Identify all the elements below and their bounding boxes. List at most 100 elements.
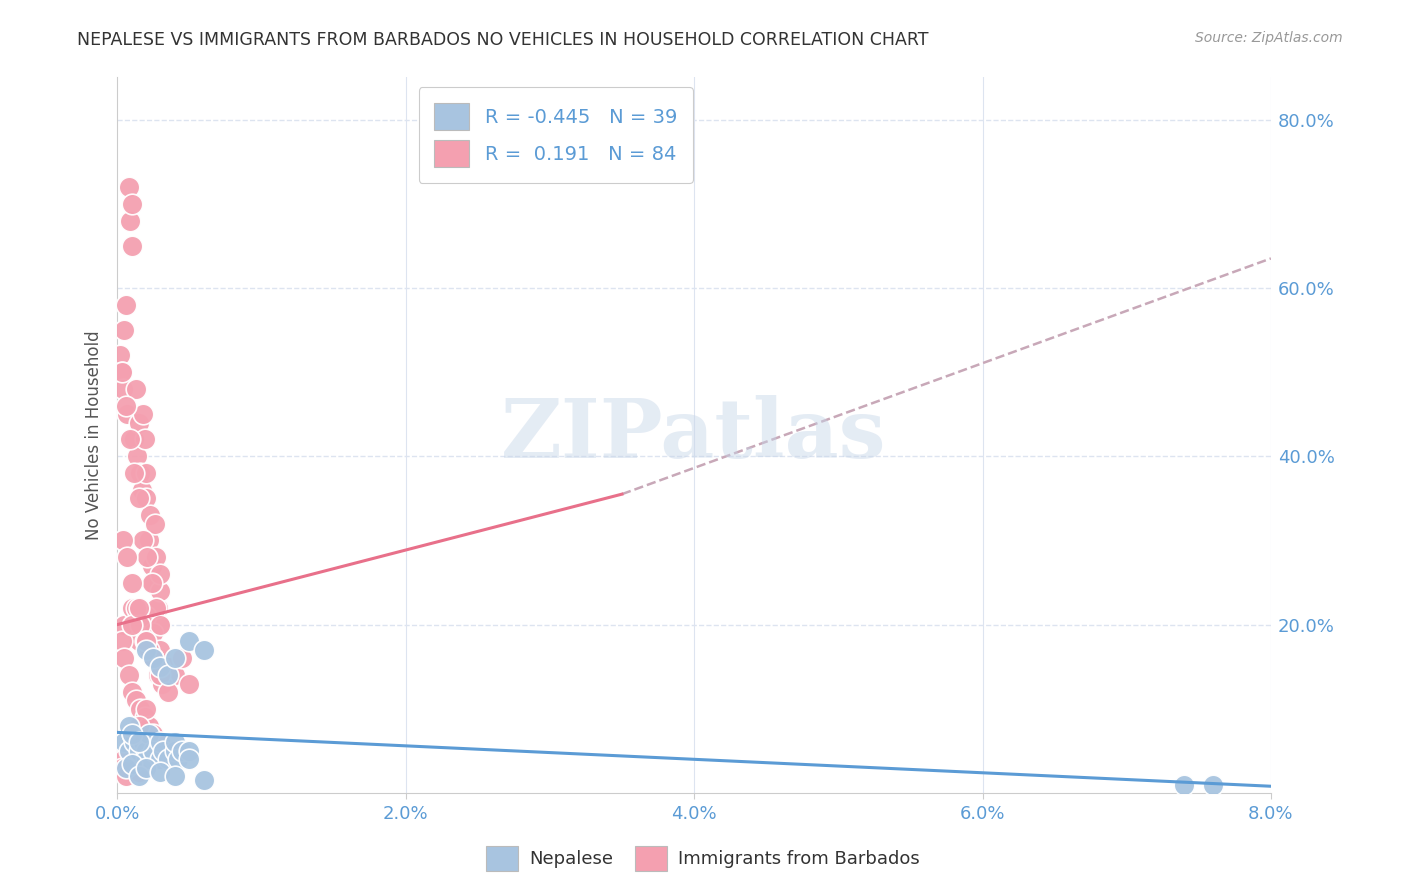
Point [149,583,172,598]
Point [149,752,172,766]
Text: Source: ZipAtlas.com: Source: ZipAtlas.com [1195,31,1343,45]
Point [156,685,179,699]
Point [128,718,150,732]
Point [135,761,157,775]
Point [121,735,143,749]
Point [121,575,143,590]
Point [121,196,143,211]
Point [118,180,141,194]
Text: ZIPatlas: ZIPatlas [502,395,887,475]
Legend: R = -0.445   N = 39, R =  0.191   N = 84: R = -0.445 N = 39, R = 0.191 N = 84 [419,87,693,183]
Point [112,617,135,632]
Point [134,710,156,724]
Point [193,773,215,788]
Point [135,466,157,480]
Point [111,382,134,396]
Point [118,668,141,682]
Point [128,634,150,648]
Point [152,744,174,758]
Point [112,735,135,749]
Point [124,433,146,447]
Point [149,643,172,657]
Point [127,449,149,463]
Point [129,617,152,632]
Point [112,323,135,337]
Point [115,761,138,775]
Point [163,735,186,749]
Point [115,399,138,413]
Point [112,752,135,766]
Point [141,558,163,573]
Point [143,516,166,531]
Point [121,685,143,699]
Point [134,433,156,447]
Point [150,676,173,690]
Point [1173,778,1195,792]
Point [125,600,148,615]
Point [124,735,146,749]
Point [121,727,143,741]
Point [121,600,143,615]
Point [142,727,165,741]
Point [135,609,157,624]
Point [129,702,152,716]
Point [115,298,138,312]
Point [163,668,186,682]
Point [111,533,134,548]
Point [132,407,155,421]
Point [128,735,150,749]
Point [149,735,172,749]
Point [121,756,143,771]
Point [135,634,157,648]
Point [179,676,201,690]
Point [110,365,132,379]
Point [142,651,165,665]
Point [125,693,148,707]
Point [117,407,139,421]
Point [118,744,141,758]
Point [138,727,160,741]
Point [112,651,135,665]
Point [120,213,142,227]
Point [149,735,172,749]
Point [110,761,132,775]
Point [166,752,188,766]
Point [146,600,169,615]
Point [131,483,153,497]
Point [179,744,201,758]
Point [142,651,165,665]
Y-axis label: No Vehicles in Household: No Vehicles in Household [86,330,103,540]
Point [128,491,150,506]
Point [132,735,155,749]
Point [128,769,150,783]
Point [145,550,167,565]
Point [141,575,163,590]
Point [136,550,159,565]
Point [156,659,179,673]
Point [172,651,194,665]
Point [149,567,172,582]
Point [142,575,165,590]
Point [135,744,157,758]
Point [163,651,186,665]
Point [179,752,201,766]
Point [138,533,160,548]
Point [125,382,148,396]
Point [134,634,156,648]
Legend: Nepalese, Immigrants from Barbados: Nepalese, Immigrants from Barbados [478,838,928,879]
Point [138,643,160,657]
Point [108,348,131,362]
Point [149,617,172,632]
Point [149,659,172,673]
Point [135,702,157,716]
Point [115,769,138,783]
Point [146,668,169,682]
Point [121,617,143,632]
Point [124,466,146,480]
Point [121,239,143,253]
Point [138,718,160,732]
Point [163,769,186,783]
Point [135,752,157,766]
Point [132,533,155,548]
Point [117,550,139,565]
